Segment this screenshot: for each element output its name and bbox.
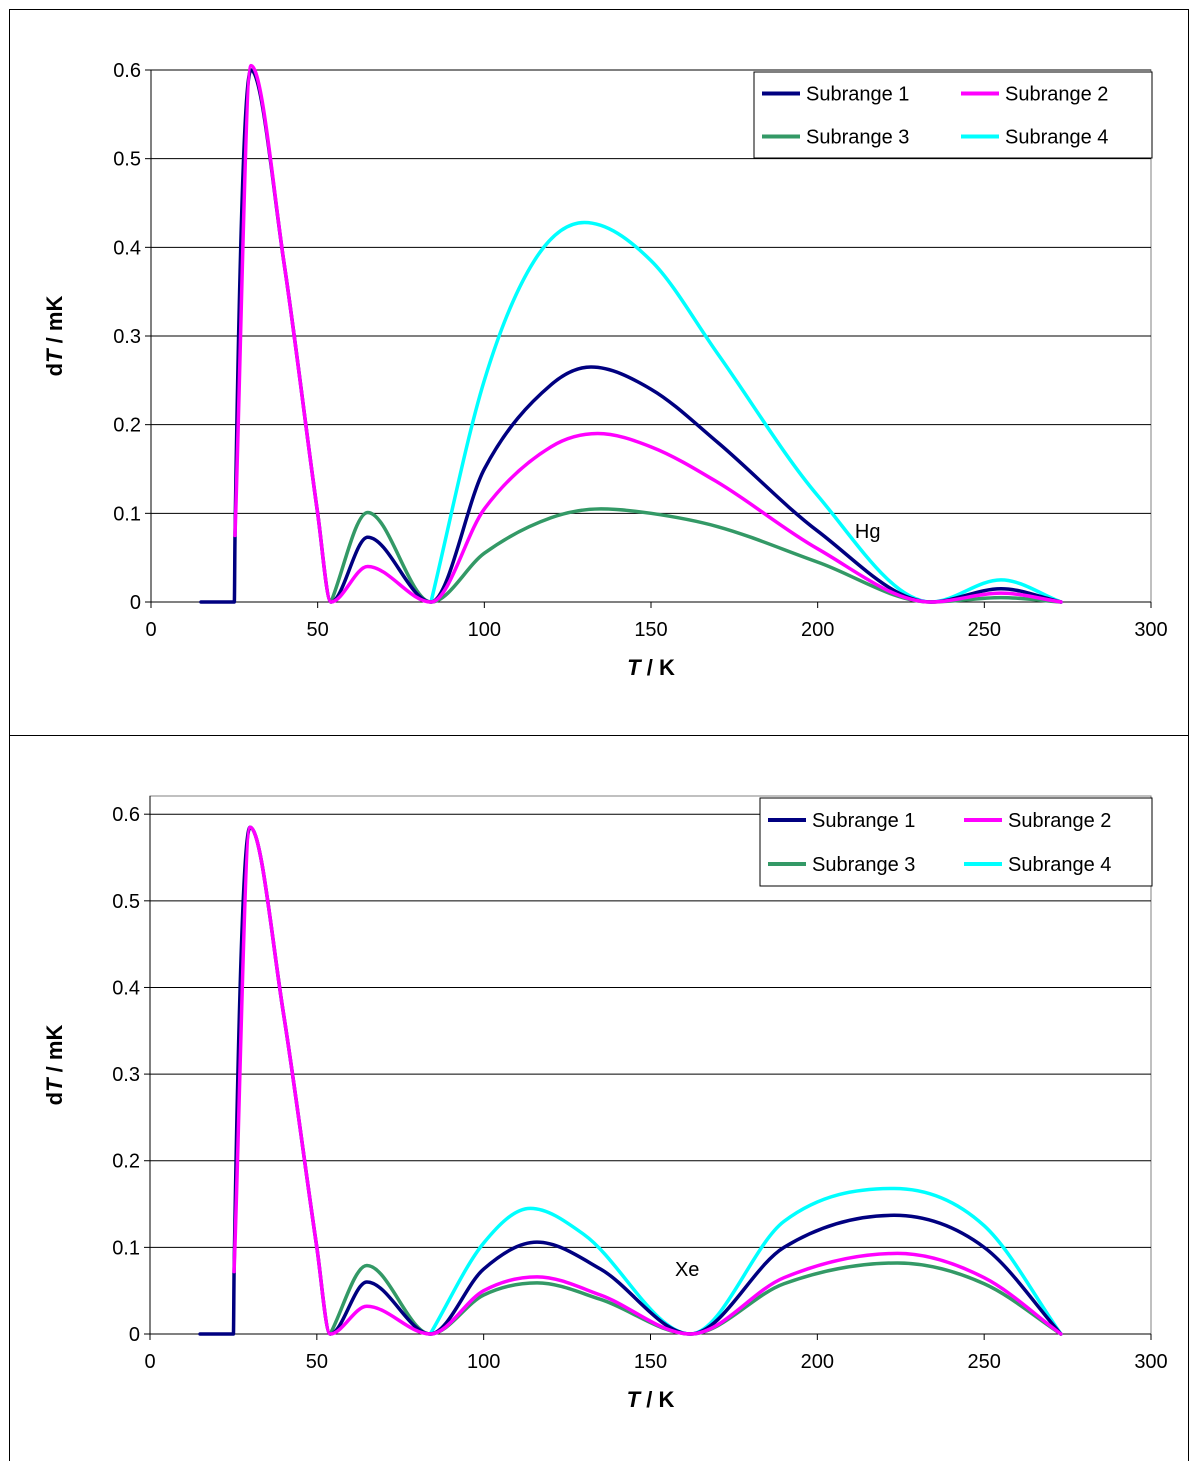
x-axis-title: T / K [627, 655, 675, 680]
y-tick-label: 0 [129, 1324, 140, 1346]
annotation-label: Hg [855, 521, 881, 543]
series-line-subrange-4 [428, 1186, 1063, 1336]
x-axis-title: T / K [627, 1387, 675, 1412]
legend-label-subrange-2: Subrange 2 [1005, 84, 1108, 106]
x-tick-label: 250 [968, 619, 1001, 641]
x-tick-label: 100 [468, 619, 501, 641]
x-tick-label: 150 [634, 1351, 667, 1373]
x-tick-label: 100 [467, 1351, 500, 1373]
legend-label-subrange-4: Subrange 4 [1008, 854, 1111, 876]
legend-box [753, 71, 1153, 159]
y-tick-label: 0.4 [112, 977, 140, 999]
series-line-subrange-2 [232, 825, 1063, 1336]
y-tick-label: 0.6 [113, 60, 141, 82]
chart-panel-xe: 0 0.1 0.2 0.3 0.4 0.5 0.6 0 50 100 150 200 250 300 T /… [9, 735, 1189, 1461]
chart-panel-hg: 0 0.1 0.2 0.3 0.4 0.5 0.6 0 50 100 150 200 250 300 T /… [9, 9, 1189, 736]
y-tick-label: 0.5 [113, 149, 141, 171]
x-tick-label: 300 [1134, 1351, 1167, 1373]
y-tick-label: 0.5 [112, 891, 140, 913]
chart-hg: 0 0.1 0.2 0.3 0.4 0.5 0.6 0 50 100 150 200 250 300 T /… [42, 60, 1168, 680]
legend-label-subrange-3: Subrange 3 [806, 127, 909, 149]
y-tick-label: 0.6 [112, 804, 140, 826]
legend-label-subrange-2: Subrange 2 [1008, 810, 1111, 832]
y-tick-label: 0 [130, 592, 141, 614]
legend-label-subrange-3: Subrange 3 [812, 854, 915, 876]
x-tick-label: 250 [967, 1351, 1000, 1373]
y-tick-label: 0.1 [112, 1237, 140, 1259]
x-tick-label: 50 [306, 1351, 328, 1373]
series-line-subrange-3 [328, 1261, 1063, 1336]
y-axis-title: dT / mK [42, 1025, 67, 1106]
x-tick-label: 300 [1134, 619, 1167, 641]
y-tick-label: 0.4 [113, 237, 141, 259]
x-tick-label: 0 [145, 619, 156, 641]
series-line-subrange-4 [429, 220, 1063, 604]
x-tick-label: 50 [307, 619, 329, 641]
chart-xe: 0 0.1 0.2 0.3 0.4 0.5 0.6 0 50 100 150 200 250 300 T /… [42, 795, 1168, 1412]
y-tick-label: 0.1 [113, 503, 141, 525]
x-tick-label: 200 [801, 619, 834, 641]
y-axis-title: dT / mK [42, 296, 67, 377]
legend-label-subrange-4: Subrange 4 [1005, 127, 1108, 149]
y-tick-label: 0.3 [113, 326, 141, 348]
y-tick-label: 0.2 [113, 415, 141, 437]
legend-box [759, 797, 1153, 887]
x-tick-label: 200 [801, 1351, 834, 1373]
series-line-subrange-2 [233, 63, 1063, 604]
legend-label-subrange-1: Subrange 1 [806, 84, 909, 106]
y-tick-label: 0.3 [112, 1064, 140, 1086]
x-tick-label: 150 [634, 619, 667, 641]
x-tick-label: 0 [144, 1351, 155, 1373]
annotation-label: Xe [675, 1259, 699, 1281]
legend-label-subrange-1: Subrange 1 [812, 810, 915, 832]
y-tick-label: 0.2 [112, 1151, 140, 1173]
